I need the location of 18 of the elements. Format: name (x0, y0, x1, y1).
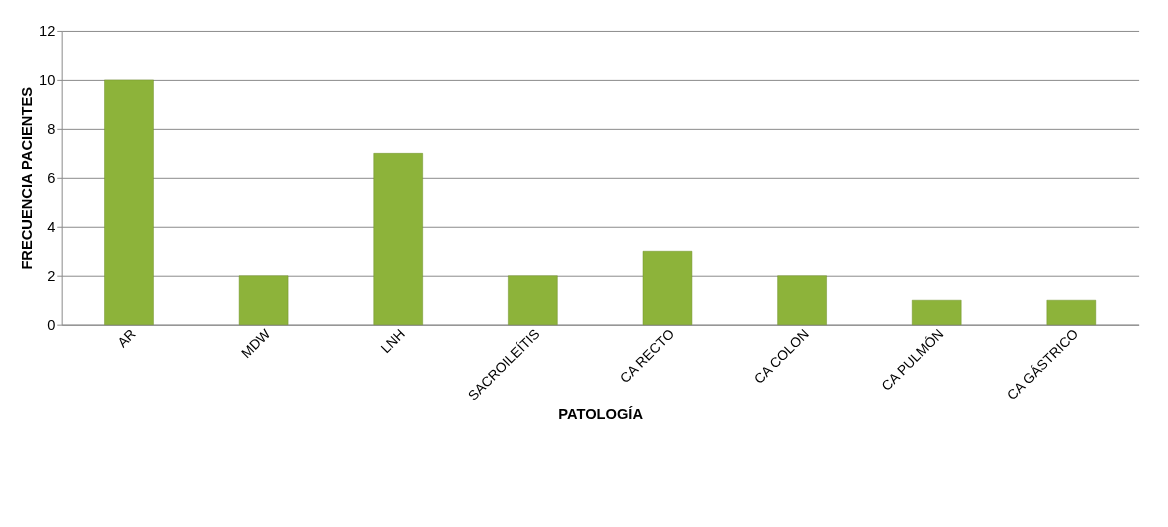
y-axis-title: FRECUENCIA PACIENTES (19, 86, 36, 270)
x-tick-label: AR (114, 326, 139, 351)
y-tick-label: 6 (47, 170, 56, 187)
y-tick-label: 12 (38, 23, 56, 40)
y-tick-label: 0 (47, 317, 56, 334)
y-tick-label: 2 (47, 268, 56, 285)
x-axis-title: PATOLOGÍA (558, 406, 644, 423)
bar (373, 153, 423, 325)
bar (104, 79, 154, 325)
y-tick-label: 8 (47, 121, 56, 138)
bar (642, 251, 693, 325)
y-tick-label: 4 (47, 219, 56, 236)
bar (911, 299, 962, 325)
bar (1046, 299, 1097, 325)
y-tick-label: 10 (38, 72, 56, 89)
bar (508, 275, 558, 325)
bar (238, 275, 289, 325)
bar (777, 275, 827, 325)
